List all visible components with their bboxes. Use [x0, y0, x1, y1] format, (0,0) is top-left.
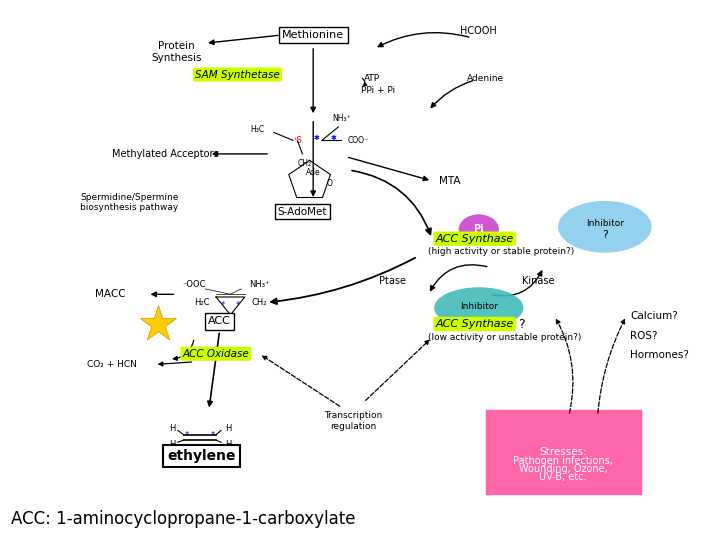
FancyArrowPatch shape — [352, 171, 431, 234]
FancyArrowPatch shape — [208, 333, 219, 406]
Text: NH₃⁺: NH₃⁺ — [249, 280, 269, 289]
Text: CH₂: CH₂ — [251, 298, 267, 307]
Text: ⁺S: ⁺S — [292, 136, 302, 145]
FancyArrowPatch shape — [348, 157, 428, 181]
Text: ACC Oxidase: ACC Oxidase — [183, 349, 249, 359]
Text: O: O — [327, 179, 333, 188]
Text: H: H — [170, 424, 176, 433]
FancyArrowPatch shape — [263, 356, 340, 406]
Text: NH₃⁺: NH₃⁺ — [333, 114, 351, 123]
Text: ethylene: ethylene — [167, 449, 236, 463]
Text: Spermidine/Spermine: Spermidine/Spermine — [81, 193, 179, 201]
Text: ?: ? — [602, 230, 608, 240]
Text: ✱: ✱ — [314, 135, 320, 141]
Text: (high activity or stable protein?): (high activity or stable protein?) — [428, 247, 575, 255]
Text: S-AdoMet: S-AdoMet — [278, 207, 327, 217]
Text: H: H — [170, 440, 176, 449]
FancyArrowPatch shape — [152, 292, 174, 296]
Text: Adenine: Adenine — [467, 74, 504, 83]
Text: CH₂: CH₂ — [297, 159, 312, 168]
Text: Hormones?: Hormones? — [630, 350, 689, 360]
Ellipse shape — [434, 287, 523, 328]
Text: biosynthesis pathway: biosynthesis pathway — [81, 204, 179, 212]
Text: MACC: MACC — [95, 289, 126, 299]
Text: CO₂ + HCN: CO₂ + HCN — [87, 360, 137, 369]
Text: Transcription: Transcription — [324, 411, 382, 420]
Text: ?: ? — [518, 318, 525, 330]
Text: COO⁻: COO⁻ — [348, 136, 369, 145]
Text: ACC Synthase: ACC Synthase — [436, 319, 514, 329]
FancyArrowPatch shape — [366, 340, 429, 400]
Text: ⁻OOC: ⁻OOC — [183, 280, 206, 289]
Text: ACC: 1-aminocyclopropane-1-carboxylate: ACC: 1-aminocyclopropane-1-carboxylate — [11, 510, 355, 529]
Text: *: * — [185, 431, 189, 440]
Text: Methionine: Methionine — [282, 30, 344, 40]
Text: ATP: ATP — [364, 74, 379, 83]
Text: H: H — [225, 424, 231, 433]
Text: Wounding, Ozone,: Wounding, Ozone, — [518, 464, 608, 474]
Text: Kinase: Kinase — [522, 276, 554, 286]
Text: SAM Synthetase: SAM Synthetase — [195, 70, 280, 79]
Text: HCOOH: HCOOH — [460, 26, 498, 36]
FancyArrowPatch shape — [362, 78, 366, 86]
Text: Protein: Protein — [158, 41, 195, 51]
Text: H: H — [225, 440, 231, 449]
Text: UV-B, etc.: UV-B, etc. — [539, 472, 587, 482]
FancyArrowPatch shape — [311, 122, 315, 195]
FancyArrowPatch shape — [378, 32, 469, 46]
FancyArrowPatch shape — [213, 152, 267, 156]
Text: Stresses:: Stresses: — [539, 447, 587, 457]
Text: Calcium?: Calcium? — [630, 311, 678, 321]
FancyArrowPatch shape — [598, 320, 624, 413]
Text: Inhibitor: Inhibitor — [586, 219, 624, 227]
Text: ACC Synthase: ACC Synthase — [436, 234, 514, 244]
Text: ✱: ✱ — [330, 135, 336, 141]
Text: MTA: MTA — [439, 176, 461, 186]
Text: ROS?: ROS? — [630, 331, 657, 341]
FancyArrowPatch shape — [210, 36, 278, 44]
Text: Pi: Pi — [474, 225, 484, 234]
Text: *: * — [221, 301, 225, 309]
Point — [153, 320, 164, 328]
Text: OH: OH — [320, 205, 331, 213]
Text: Ptase: Ptase — [379, 276, 406, 286]
Ellipse shape — [459, 214, 499, 245]
FancyArrowPatch shape — [431, 265, 487, 291]
Text: HO: HO — [288, 205, 300, 213]
FancyArrowPatch shape — [557, 320, 573, 413]
FancyArrowPatch shape — [159, 362, 192, 366]
Text: Inhibitor: Inhibitor — [460, 302, 498, 310]
Ellipse shape — [558, 201, 652, 253]
Text: regulation: regulation — [330, 422, 376, 431]
FancyArrowPatch shape — [492, 271, 541, 296]
FancyBboxPatch shape — [486, 410, 641, 494]
Text: *: * — [235, 301, 240, 309]
FancyArrowPatch shape — [271, 258, 415, 304]
Text: ACC: ACC — [208, 316, 231, 326]
Text: Pathogen infections,: Pathogen infections, — [513, 456, 613, 465]
FancyArrowPatch shape — [431, 81, 472, 107]
Text: Synthesis: Synthesis — [151, 53, 202, 63]
Text: Ade: Ade — [306, 168, 320, 177]
Text: *: * — [210, 431, 215, 440]
FancyArrowPatch shape — [311, 49, 315, 112]
Text: Methylated Acceptors: Methylated Acceptors — [112, 149, 218, 159]
Text: (low activity or unstable protein?): (low activity or unstable protein?) — [428, 333, 582, 342]
Text: H₃C: H₃C — [250, 125, 264, 134]
Text: H₂C: H₂C — [194, 298, 210, 307]
FancyArrowPatch shape — [174, 340, 194, 360]
Text: PPi + Pi: PPi + Pi — [361, 86, 395, 95]
